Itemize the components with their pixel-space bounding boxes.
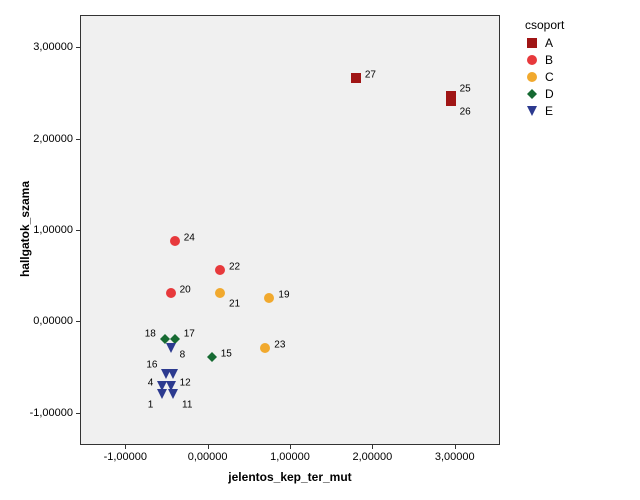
- legend-swatch-icon: [525, 87, 539, 101]
- x-tick: [125, 445, 126, 449]
- legend-title: csoport: [525, 18, 564, 32]
- x-tick: [290, 445, 291, 449]
- data-point-label: 1: [148, 399, 154, 410]
- data-point-label: 8: [180, 349, 186, 360]
- legend-label: C: [545, 70, 554, 84]
- y-tick-label: -1,00000: [30, 407, 73, 419]
- y-tick: [76, 413, 80, 414]
- data-point-label: 11: [182, 399, 192, 410]
- data-point-label: 25: [460, 84, 471, 95]
- data-point-label: 17: [184, 328, 195, 339]
- y-tick: [76, 139, 80, 140]
- data-point-label: 26: [460, 106, 471, 117]
- legend-item-B: B: [525, 53, 564, 67]
- x-tick: [455, 445, 456, 449]
- legend-swatch-icon: [525, 53, 539, 67]
- x-tick-label: 2,00000: [352, 451, 392, 463]
- data-point-label: 20: [180, 285, 191, 296]
- legend-label: E: [545, 104, 553, 118]
- x-axis-label: jelentos_kep_ter_mut: [80, 470, 500, 484]
- x-tick-label: -1,00000: [104, 451, 147, 463]
- plot-area: [80, 15, 500, 445]
- legend-label: A: [545, 36, 553, 50]
- x-tick-label: 1,00000: [270, 451, 310, 463]
- y-tick-label: 1,00000: [33, 224, 73, 236]
- chart-page: hallgatok_szama jelentos_kep_ter_mut cso…: [0, 0, 640, 500]
- data-point-label: 12: [180, 378, 191, 389]
- y-tick: [76, 321, 80, 322]
- data-point-label: 18: [145, 328, 156, 339]
- data-point-label: 15: [221, 349, 232, 360]
- y-tick: [76, 47, 80, 48]
- data-point-label: 19: [278, 289, 289, 300]
- legend-item-C: C: [525, 70, 564, 84]
- legend-swatch-icon: [525, 36, 539, 50]
- x-tick-label: 3,00000: [435, 451, 475, 463]
- data-point-label: 22: [229, 262, 240, 273]
- data-point-label: 24: [184, 232, 195, 243]
- legend-item-A: A: [525, 36, 564, 50]
- legend-item-D: D: [525, 87, 564, 101]
- y-axis-label: hallgatok_szama: [18, 14, 32, 444]
- data-point-label: 21: [229, 299, 240, 310]
- y-tick-label: 0,00000: [33, 315, 73, 327]
- data-point-label: 23: [274, 339, 285, 350]
- legend-item-E: E: [525, 104, 564, 118]
- x-tick: [208, 445, 209, 449]
- y-tick: [76, 230, 80, 231]
- x-tick: [372, 445, 373, 449]
- data-point-label: 4: [148, 378, 154, 389]
- legend-label: D: [545, 87, 554, 101]
- legend-swatch-icon: [525, 104, 539, 118]
- y-tick-label: 3,00000: [33, 41, 73, 53]
- legend-label: B: [545, 53, 553, 67]
- x-tick-label: 0,00000: [188, 451, 228, 463]
- data-point-label: 16: [146, 359, 157, 370]
- legend-swatch-icon: [525, 70, 539, 84]
- y-tick-label: 2,00000: [33, 133, 73, 145]
- data-point-label: 27: [365, 70, 376, 81]
- legend: csoport ABCDE: [525, 18, 564, 121]
